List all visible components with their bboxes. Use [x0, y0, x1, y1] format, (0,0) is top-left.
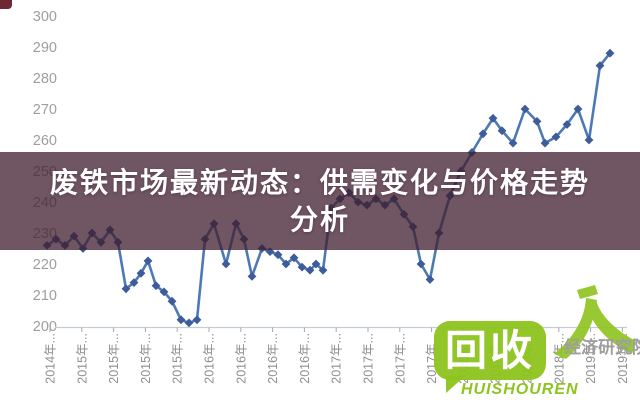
- svg-text:2017年...: 2017年...: [393, 333, 407, 384]
- svg-text:200: 200: [33, 319, 57, 335]
- svg-text:2016年...: 2016年...: [203, 333, 217, 384]
- headline-line2: 分析: [289, 204, 350, 235]
- svg-text:270: 270: [33, 102, 57, 118]
- svg-text:2014年...: 2014年...: [44, 333, 58, 384]
- svg-text:2018年...: 2018年...: [552, 333, 566, 384]
- svg-text:290: 290: [33, 40, 57, 56]
- svg-text:2016年...: 2016年...: [234, 333, 248, 384]
- svg-text:2018年...: 2018年...: [457, 333, 471, 384]
- svg-text:210: 210: [33, 288, 57, 304]
- svg-text:2016年...: 2016年...: [298, 333, 312, 384]
- svg-text:2019年...: 2019年...: [616, 333, 630, 384]
- svg-text:2017年...: 2017年...: [330, 333, 344, 384]
- svg-text:2015年...: 2015年...: [107, 333, 121, 384]
- corner-mark: [0, 0, 12, 9]
- svg-text:2015年...: 2015年...: [139, 333, 153, 384]
- svg-text:2018年...: 2018年...: [521, 333, 535, 384]
- svg-text:2017年...: 2017年...: [362, 333, 376, 384]
- svg-text:300: 300: [33, 9, 57, 25]
- svg-text:280: 280: [33, 71, 57, 87]
- svg-text:220: 220: [33, 257, 57, 273]
- svg-text:2018年...: 2018年...: [489, 333, 503, 384]
- svg-text:2015年...: 2015年...: [171, 333, 185, 384]
- headline-line1: 废铁市场最新动态：供需变化与价格走势: [49, 167, 590, 198]
- svg-text:2019年...: 2019年...: [584, 333, 598, 384]
- svg-text:2017年...: 2017年...: [425, 333, 439, 384]
- headline-banner: 废铁市场最新动态：供需变化与价格走势 分析: [0, 152, 640, 250]
- svg-text:2015年...: 2015年...: [75, 333, 89, 384]
- svg-text:260: 260: [33, 133, 57, 149]
- svg-text:2016年...: 2016年...: [266, 333, 280, 384]
